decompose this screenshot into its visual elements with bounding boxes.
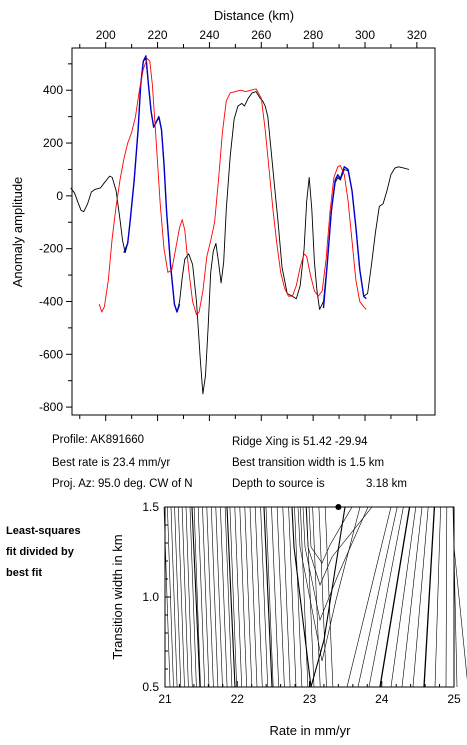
x-tick-label: 320 — [407, 28, 427, 42]
contour-line — [211, 506, 219, 688]
amplitude-axis-title: Anomaly amplitude — [10, 177, 25, 288]
contour-line — [260, 506, 268, 688]
y-tick-label: -800 — [39, 400, 63, 414]
contour-line — [453, 546, 467, 681]
y-tick-label: 0.5 — [142, 680, 159, 694]
contour-line — [305, 506, 373, 586]
contour-line — [181, 506, 189, 688]
y-tick-label: -600 — [39, 347, 63, 361]
contour-line — [412, 506, 429, 688]
observed-segment-fit-line — [322, 166, 367, 309]
contour-line — [229, 506, 237, 688]
contour-line — [178, 506, 185, 688]
misfit-note-line: fit divided by — [6, 546, 74, 558]
model-anomaly-line — [98, 58, 367, 316]
contour-line — [263, 506, 273, 688]
contour-line — [302, 506, 369, 622]
x-tick-label: 25 — [447, 692, 461, 706]
anomaly-chart: Distance (km) Anomaly amplitude 200 220 24… — [10, 8, 436, 421]
y-tick-label: -400 — [39, 294, 63, 308]
misfit-note-line: best fit — [6, 567, 43, 579]
contour-line — [288, 506, 297, 688]
contour-line — [271, 506, 279, 688]
best-transition-label: Best transition width is 1.5 km — [232, 457, 385, 469]
y-tick-label: 0 — [56, 189, 63, 203]
contour-line — [226, 506, 236, 688]
projection-azimuth-label: Proj. Az: 95.0 deg. CW of N — [52, 478, 193, 490]
contour-line — [300, 506, 309, 688]
x-tick-label: 21 — [158, 692, 172, 706]
contour-line — [239, 506, 247, 688]
contour-line — [170, 506, 178, 688]
contour-line — [265, 506, 274, 688]
contour-line — [234, 506, 242, 688]
contour-line — [401, 506, 423, 688]
contour-line — [434, 506, 441, 688]
best-fit-point — [335, 504, 342, 510]
contour-line — [312, 506, 321, 688]
depth-value: 3.18 km — [366, 478, 407, 490]
contour-line — [174, 506, 182, 688]
contour-line — [244, 506, 253, 688]
contour-line — [294, 506, 303, 688]
anomaly-plot-frame — [71, 47, 436, 416]
x-tick-label: 240 — [199, 28, 219, 42]
contour-line — [254, 506, 263, 688]
x-tick-label: 200 — [96, 28, 116, 42]
contour-line — [185, 506, 193, 688]
x-tick-label: 280 — [303, 28, 323, 42]
profile-label: Profile: AK891660 — [52, 434, 145, 446]
contour-line — [346, 506, 392, 688]
contour-line — [193, 506, 201, 688]
y-tick-label: 400 — [43, 83, 63, 97]
contour-line — [206, 506, 214, 688]
misfit-contour-chart: 21 22 23 24 25 0.5 1.0 1.5 Rate in mm/yr Transi… — [110, 500, 467, 738]
misfit-note-line: Least-squares — [6, 525, 81, 537]
rate-axis-title: Rate in mm/yr — [270, 723, 352, 738]
y-tick-label: 200 — [43, 136, 63, 150]
y-tick-label: -200 — [39, 242, 63, 256]
ridge-crossing-label: Ridge Xing is 51.42 -29.94 — [232, 436, 368, 448]
contour-line — [276, 506, 285, 688]
distance-axis-title: Distance (km) — [214, 8, 294, 23]
x-tick-label: 24 — [375, 692, 389, 706]
contour-line — [297, 506, 361, 662]
best-rate-label: Best rate is 23.4 mm/yr — [52, 457, 171, 469]
contour-line — [445, 506, 448, 688]
y-tick-label: 1.5 — [142, 500, 159, 514]
contour-line — [368, 506, 404, 688]
transition-axis-title: Transition width in km — [110, 534, 125, 659]
contour-line — [197, 506, 205, 688]
contour-line — [390, 506, 417, 688]
contour-line — [191, 506, 201, 688]
contour-line — [423, 506, 436, 688]
contour-line — [224, 506, 233, 688]
contour-line — [220, 506, 228, 688]
x-tick-label: 22 — [231, 692, 245, 706]
contour-line — [215, 506, 223, 688]
x-tick-label: 23 — [303, 692, 317, 706]
x-tick-label: 260 — [251, 28, 271, 42]
contour-line — [249, 506, 258, 688]
contour-line — [308, 506, 353, 564]
contour-line — [282, 506, 291, 688]
x-tick-label: 220 — [148, 28, 168, 42]
observed-segment-fit-line — [123, 55, 181, 313]
misfit-note: Least-squares fit divided by best fit — [6, 521, 81, 584]
depth-label: Depth to source is — [232, 478, 325, 490]
y-tick-label: 1.0 — [142, 590, 159, 604]
contour-line — [379, 506, 411, 688]
contour-line — [357, 506, 398, 688]
contour-line — [318, 506, 327, 688]
contour-line — [202, 506, 210, 688]
x-tick-label: 300 — [355, 28, 375, 42]
observed-profile-line — [70, 58, 410, 395]
contour-line — [189, 506, 197, 688]
